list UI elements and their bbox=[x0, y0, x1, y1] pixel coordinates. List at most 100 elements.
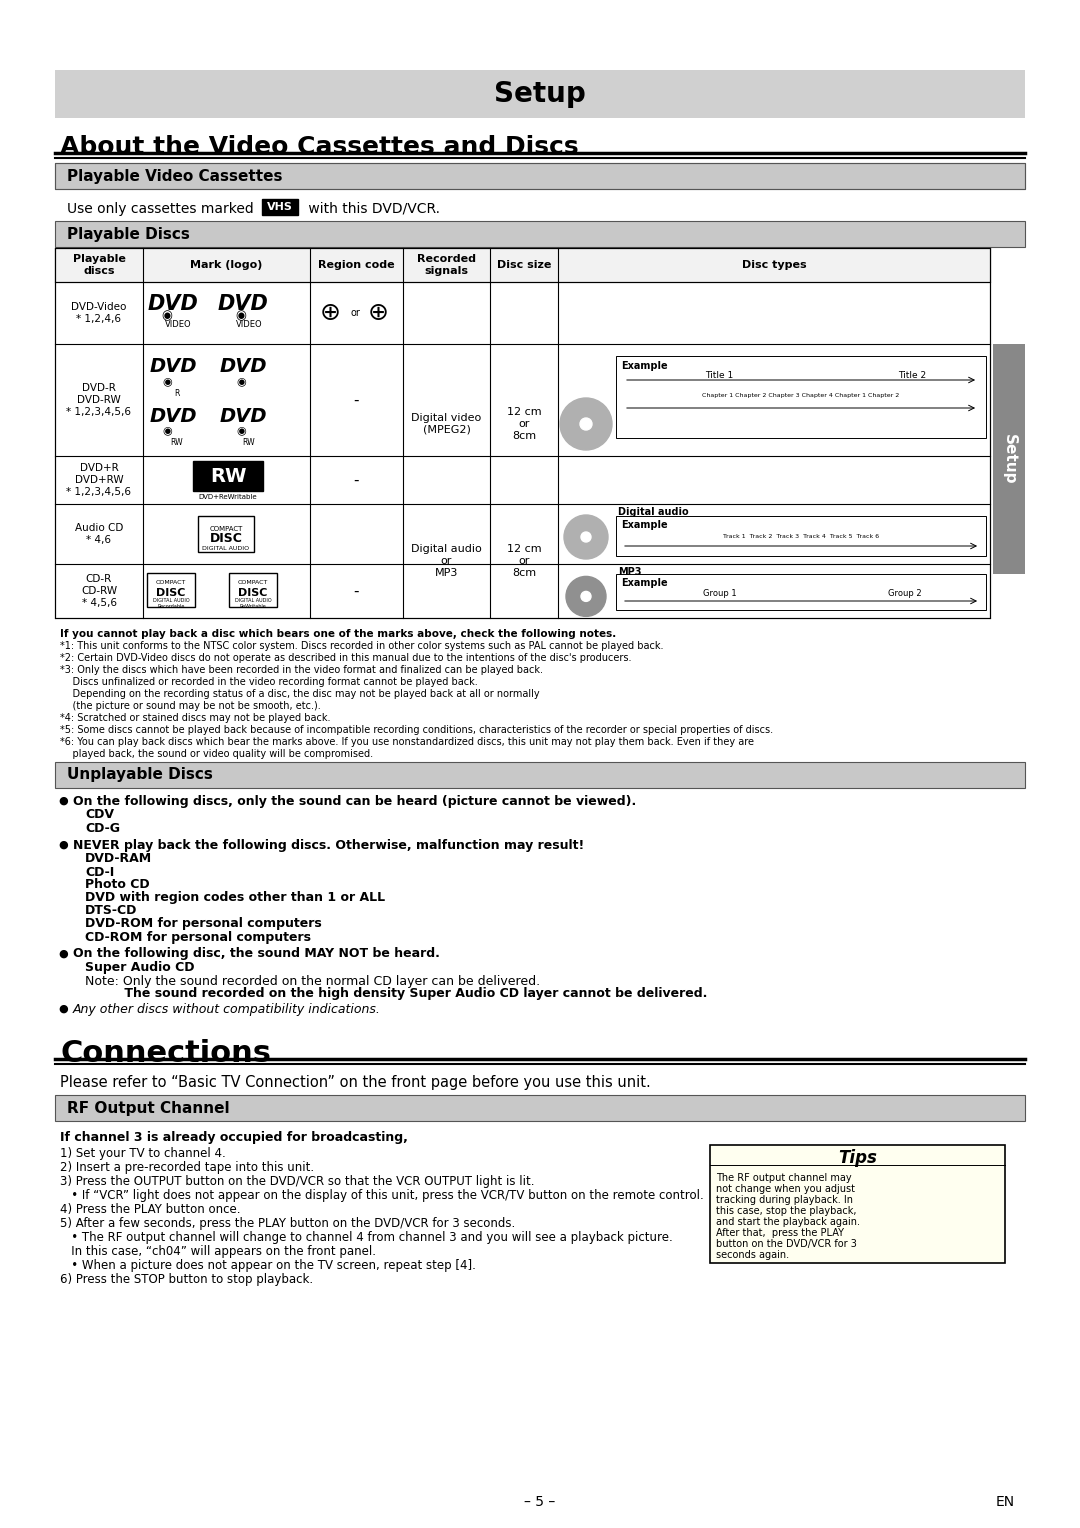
Text: Region code: Region code bbox=[319, 260, 395, 270]
Text: DISC: DISC bbox=[210, 532, 242, 545]
Text: 4) Press the PLAY button once.: 4) Press the PLAY button once. bbox=[60, 1204, 241, 1216]
Text: Please refer to “Basic TV Connection” on the front page before you use this unit: Please refer to “Basic TV Connection” on… bbox=[60, 1076, 651, 1091]
Text: Title 2: Title 2 bbox=[897, 371, 926, 380]
Text: DVD: DVD bbox=[219, 408, 267, 426]
Circle shape bbox=[566, 576, 606, 616]
Text: • If “VCR” light does not appear on the display of this unit, press the VCR/TV b: • If “VCR” light does not appear on the … bbox=[60, 1189, 704, 1203]
Text: Setup: Setup bbox=[1001, 434, 1016, 484]
Text: Recordable: Recordable bbox=[158, 605, 185, 610]
Text: DVD-R
DVD-RW
* 1,2,3,4,5,6: DVD-R DVD-RW * 1,2,3,4,5,6 bbox=[67, 384, 132, 417]
Text: CD-G: CD-G bbox=[85, 822, 120, 834]
Text: Recorded
signals: Recorded signals bbox=[417, 254, 476, 275]
Text: Digital video
(MPEG2): Digital video (MPEG2) bbox=[411, 413, 482, 435]
Bar bbox=[710, 1144, 1005, 1264]
Text: If you cannot play back a disc which bears one of the marks above, check the fol: If you cannot play back a disc which bea… bbox=[60, 630, 617, 639]
Text: or: or bbox=[350, 309, 360, 318]
Bar bbox=[55, 222, 1025, 248]
Text: • The RF output channel will change to channel 4 from channel 3 and you will see: • The RF output channel will change to c… bbox=[60, 1232, 673, 1244]
Text: DVD: DVD bbox=[148, 293, 199, 313]
Text: Depending on the recording status of a disc, the disc may not be played back at : Depending on the recording status of a d… bbox=[60, 689, 540, 698]
Bar bbox=[193, 461, 264, 490]
Text: Chapter 1 Chapter 2 Chapter 3 Chapter 4 Chapter 1 Chapter 2: Chapter 1 Chapter 2 Chapter 3 Chapter 4 … bbox=[702, 394, 900, 399]
Circle shape bbox=[581, 532, 591, 542]
Text: *1: This unit conforms to the NTSC color system. Discs recorded in other color s: *1: This unit conforms to the NTSC color… bbox=[60, 642, 663, 651]
Text: ◉: ◉ bbox=[162, 377, 172, 387]
Text: CD-R
CD-RW
* 4,5,6: CD-R CD-RW * 4,5,6 bbox=[81, 575, 117, 608]
Text: The sound recorded on the high density Super Audio CD layer cannot be delivered.: The sound recorded on the high density S… bbox=[85, 987, 707, 1001]
Text: tracking during playback. In: tracking during playback. In bbox=[716, 1195, 853, 1206]
Text: DIGITAL AUDIO: DIGITAL AUDIO bbox=[234, 599, 271, 604]
Text: *5: Some discs cannot be played back because of incompatible recording condition: *5: Some discs cannot be played back bec… bbox=[60, 724, 773, 735]
Text: ●: ● bbox=[58, 949, 68, 960]
Text: Disc size: Disc size bbox=[497, 260, 551, 270]
Text: -: - bbox=[354, 584, 360, 599]
Text: RF Output Channel: RF Output Channel bbox=[67, 1100, 230, 1115]
Text: seconds again.: seconds again. bbox=[716, 1250, 789, 1261]
Text: Group 1: Group 1 bbox=[703, 588, 737, 597]
Text: ◉: ◉ bbox=[237, 426, 246, 437]
Bar bbox=[55, 163, 1025, 189]
Circle shape bbox=[561, 397, 612, 451]
Text: On the following discs, only the sound can be heard (picture cannot be viewed).: On the following discs, only the sound c… bbox=[73, 795, 636, 807]
Text: DVD: DVD bbox=[219, 358, 267, 376]
Text: VIDEO: VIDEO bbox=[164, 319, 191, 329]
Text: ◉: ◉ bbox=[162, 310, 173, 322]
Bar bbox=[262, 199, 298, 215]
Text: Photo CD: Photo CD bbox=[85, 879, 150, 891]
Text: Group 2: Group 2 bbox=[888, 588, 921, 597]
Text: (the picture or sound may be not be smooth, etc.).: (the picture or sound may be not be smoo… bbox=[60, 701, 321, 711]
Circle shape bbox=[564, 515, 608, 559]
Text: Tips: Tips bbox=[838, 1149, 877, 1167]
Circle shape bbox=[580, 419, 592, 429]
Text: Digital audio: Digital audio bbox=[618, 507, 689, 516]
Text: this case, stop the playback,: this case, stop the playback, bbox=[716, 1206, 856, 1216]
Bar bbox=[616, 356, 986, 439]
Text: COMPACT: COMPACT bbox=[238, 581, 268, 585]
Text: ◉: ◉ bbox=[235, 310, 246, 322]
Bar bbox=[55, 248, 990, 283]
Text: DVD+ReWritable: DVD+ReWritable bbox=[199, 494, 257, 500]
Bar bbox=[616, 516, 986, 556]
Text: Disc types: Disc types bbox=[742, 260, 807, 270]
Text: -: - bbox=[354, 472, 360, 487]
Text: ◉: ◉ bbox=[162, 426, 172, 437]
Text: In this case, “ch04” will appears on the front panel.: In this case, “ch04” will appears on the… bbox=[60, 1245, 376, 1259]
Text: Super Audio CD: Super Audio CD bbox=[85, 961, 194, 975]
Text: DISC: DISC bbox=[239, 588, 268, 597]
Text: COMPACT: COMPACT bbox=[156, 581, 186, 585]
Text: EN: EN bbox=[996, 1494, 1015, 1510]
Text: DVD with region codes other than 1 or ALL: DVD with region codes other than 1 or AL… bbox=[85, 891, 386, 905]
Text: ●: ● bbox=[58, 1004, 68, 1015]
Text: Example: Example bbox=[621, 361, 667, 371]
Text: COMPACT: COMPACT bbox=[210, 526, 243, 532]
Text: and start the playback again.: and start the playback again. bbox=[716, 1216, 860, 1227]
Text: Note: Only the sound recorded on the normal CD layer can be delivered.: Note: Only the sound recorded on the nor… bbox=[85, 975, 540, 987]
Bar bbox=[55, 70, 1025, 118]
Text: CDV: CDV bbox=[85, 808, 114, 822]
Text: VIDEO: VIDEO bbox=[235, 319, 262, 329]
Text: Unplayable Discs: Unplayable Discs bbox=[67, 767, 213, 782]
Text: with this DVD/VCR.: with this DVD/VCR. bbox=[303, 202, 440, 215]
Text: RW: RW bbox=[171, 439, 184, 448]
Text: If channel 3 is already occupied for broadcasting,: If channel 3 is already occupied for bro… bbox=[60, 1132, 408, 1144]
Text: CD-I: CD-I bbox=[85, 865, 114, 879]
Text: 1) Set your TV to channel 4.: 1) Set your TV to channel 4. bbox=[60, 1148, 226, 1160]
Text: ⊕: ⊕ bbox=[320, 301, 340, 325]
Text: *2: Certain DVD-Video discs do not operate as described in this manual due to th: *2: Certain DVD-Video discs do not opera… bbox=[60, 652, 632, 663]
Bar bbox=[993, 344, 1025, 575]
Text: played back, the sound or video quality will be compromised.: played back, the sound or video quality … bbox=[60, 749, 373, 759]
Text: *3: Only the discs which have been recorded in the video format and finalized ca: *3: Only the discs which have been recor… bbox=[60, 665, 543, 675]
Text: not change when you adjust: not change when you adjust bbox=[716, 1184, 855, 1193]
Text: 6) Press the STOP button to stop playback.: 6) Press the STOP button to stop playbac… bbox=[60, 1273, 313, 1287]
Text: DIGITAL AUDIO: DIGITAL AUDIO bbox=[152, 599, 189, 604]
Text: 12 cm
or
8cm: 12 cm or 8cm bbox=[507, 544, 541, 578]
Text: DVD: DVD bbox=[149, 408, 197, 426]
Bar bbox=[616, 575, 986, 610]
Text: – 5 –: – 5 – bbox=[525, 1494, 555, 1510]
Text: button on the DVD/VCR for 3: button on the DVD/VCR for 3 bbox=[716, 1239, 856, 1248]
Text: DVD: DVD bbox=[217, 293, 269, 313]
Text: ⊕: ⊕ bbox=[367, 301, 389, 325]
Text: About the Video Cassettes and Discs: About the Video Cassettes and Discs bbox=[60, 134, 579, 159]
Text: Title 1: Title 1 bbox=[705, 371, 733, 380]
Text: ●: ● bbox=[58, 796, 68, 805]
